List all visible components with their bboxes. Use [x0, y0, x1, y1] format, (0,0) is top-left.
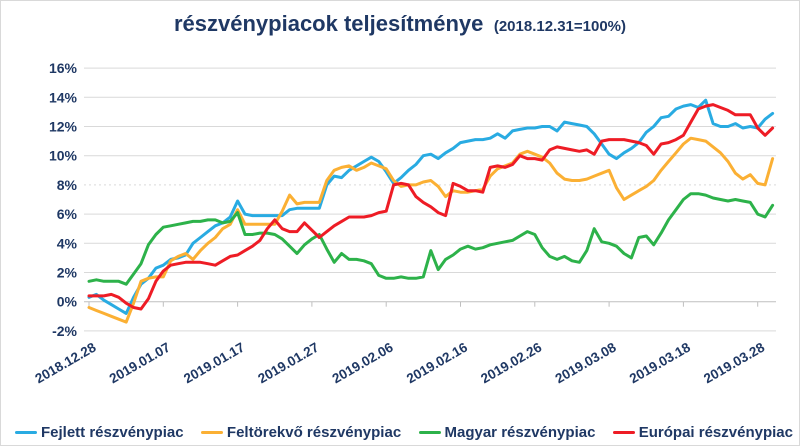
y-axis-tick-label: 8% — [57, 177, 78, 193]
x-axis-tick-label: 2019.02.26 — [478, 339, 544, 386]
chart-title-main: részvénypiacok teljesítménye — [173, 11, 484, 36]
legend-item-magyar: Magyar részvénypiac — [418, 424, 596, 441]
legend-swatch-europai-icon — [612, 431, 635, 434]
y-axis-tick-label: 2% — [57, 265, 78, 281]
y-axis-tick-label: -2% — [52, 323, 77, 339]
legend-label-europai: Európai részvénypiac — [638, 424, 793, 441]
legend-label-fejlett: Fejlett részvénypiac — [41, 424, 184, 441]
legend-swatch-feltorekvo-icon — [200, 431, 223, 434]
line-chart-plot-area: 16%14%12%10%8%6%4%2%0%-2%2018.12.28 2019.… — [32, 60, 776, 387]
y-axis-tick-label: 6% — [57, 206, 78, 222]
series-line-magyar — [87, 192, 775, 286]
y-axis-tick-label: 10% — [49, 148, 78, 164]
series-line-europai — [87, 103, 775, 311]
legend-item-feltorekvo: Feltörekvő részvénypiac — [200, 424, 402, 441]
legend-swatch-fejlett-icon — [15, 431, 37, 434]
y-axis-tick-label: 12% — [49, 119, 78, 135]
chart-title: részvénypiacok teljesítménye (2018.12.31… — [1, 11, 799, 37]
x-axis-tick-label: 2019.01.17 — [181, 340, 247, 387]
legend-label-feltorekvo: Feltörekvő részvénypiac — [226, 424, 402, 441]
y-axis-tick-label: 0% — [57, 294, 78, 310]
legend-swatch-magyar-icon — [418, 431, 441, 434]
legend-item-fejlett: Fejlett részvénypiac — [15, 424, 184, 441]
x-axis-tick-label: 2019.02.16 — [404, 339, 470, 386]
x-axis-tick-label: 2019.03.18 — [627, 339, 693, 386]
chart-title-suffix: (2018.12.31=100%) — [493, 18, 627, 35]
chart-legend: Fejlett részvénypiac Feltörekvő részvény… — [1, 424, 799, 441]
series-line-feltorekvo — [87, 136, 775, 324]
x-axis-tick-label: 2019.03.08 — [553, 339, 619, 386]
y-axis-tick-label: 14% — [49, 89, 78, 105]
y-axis-tick-label: 16% — [49, 60, 78, 76]
x-axis-tick-label: 2019.01.27 — [255, 340, 321, 387]
series-line-fejlett — [87, 98, 775, 315]
x-axis-tick-label: 2019.03.28 — [701, 339, 767, 386]
x-axis-tick-label: 2019.02.06 — [330, 339, 396, 386]
legend-label-magyar: Magyar részvénypiac — [444, 424, 596, 441]
legend-item-europai: Európai részvénypiac — [612, 424, 793, 441]
x-axis-tick-label: 2018.12.28 — [32, 339, 98, 386]
y-axis-tick-label: 4% — [57, 235, 78, 251]
x-axis-tick-label: 2019.01.07 — [107, 340, 173, 387]
